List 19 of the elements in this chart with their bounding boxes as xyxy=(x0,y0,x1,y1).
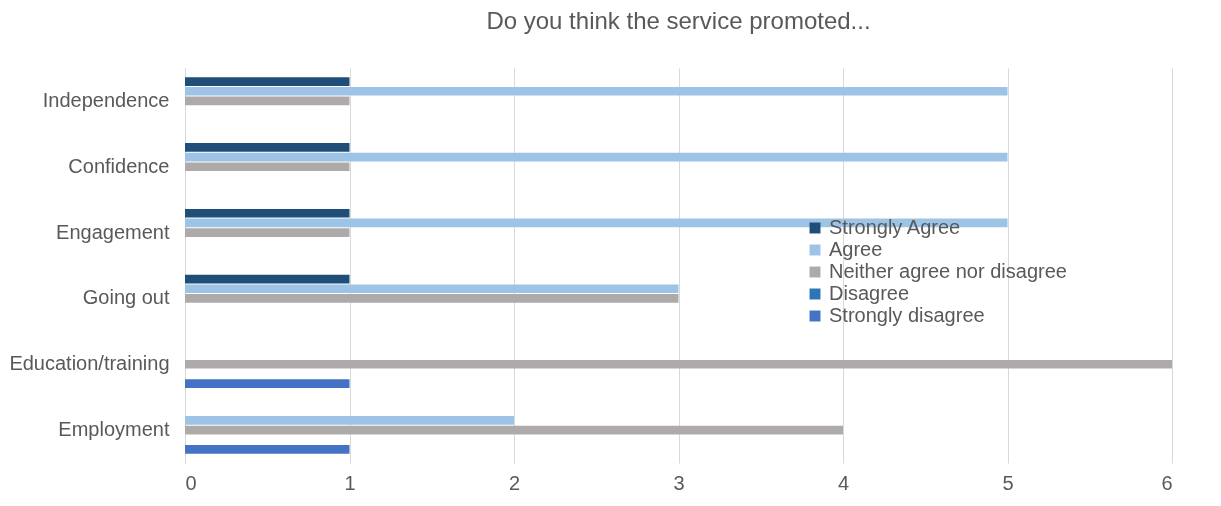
legend-label: Disagree xyxy=(829,282,910,304)
x-tick-label: 6 xyxy=(1161,471,1173,494)
chart-title: Do you think the service promoted... xyxy=(486,7,871,34)
legend-label: Agree xyxy=(829,238,883,260)
y-tick-label: Education/training xyxy=(9,352,170,375)
y-tick-label: Independence xyxy=(42,88,170,111)
x-tick-label: 1 xyxy=(344,471,356,494)
x-tick-label: 5 xyxy=(1002,471,1014,494)
y-tick-label: Employment xyxy=(58,418,170,441)
x-tick-label: 4 xyxy=(837,471,850,494)
legend-label: Neither agree nor disagree xyxy=(829,260,1067,282)
x-tick-label: 3 xyxy=(673,471,685,494)
y-tick-label: Engagement xyxy=(56,220,170,243)
x-tick-label: 0 xyxy=(185,471,197,494)
y-tick-label: Confidence xyxy=(68,154,170,177)
x-tick-label: 2 xyxy=(508,471,521,494)
legend-label: Strongly Agree xyxy=(829,216,961,238)
y-tick-label: Going out xyxy=(82,286,170,309)
legend-label: Strongly disagree xyxy=(829,304,985,326)
